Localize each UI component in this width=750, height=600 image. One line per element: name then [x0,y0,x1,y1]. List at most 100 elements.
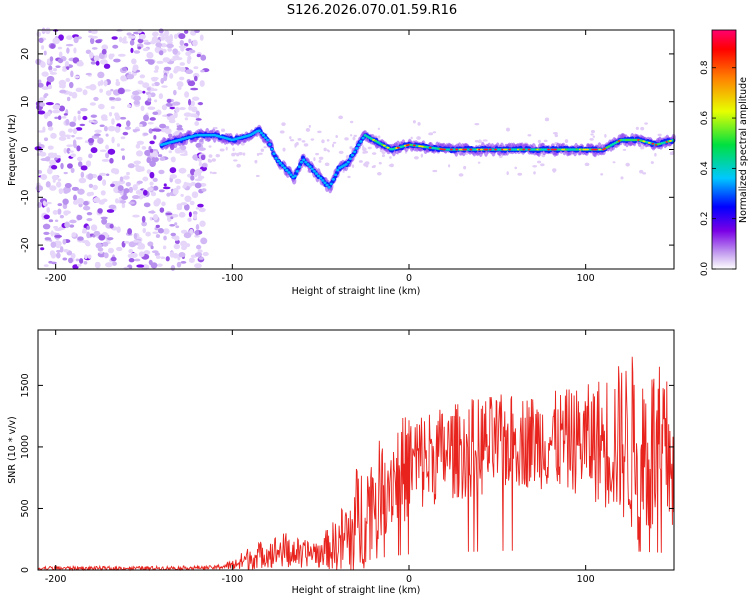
track-mid [268,143,272,146]
snr-frame [37,329,675,571]
noise-blob [192,210,198,216]
noise-blob [52,178,56,183]
noise-blob [133,232,138,240]
track-mid [280,164,285,167]
noise-blob [289,136,292,140]
noise-blob [187,80,196,87]
noise-blob [642,172,647,175]
noise-blob [157,154,163,158]
noise-blob [123,89,131,92]
noise-blob [59,89,67,94]
track-mid [299,160,304,164]
noise-blob [141,221,147,227]
noise-blob [126,171,130,176]
noise-blob [58,105,66,112]
noise-blob [654,152,657,157]
noise-blob [178,252,186,258]
noise-blob [50,132,57,139]
noise-blob [389,163,394,168]
noise-blob [188,257,195,263]
noise-blob [116,226,121,233]
noise-blob [133,50,141,54]
noise-blob [138,251,145,258]
noise-blob [417,121,421,126]
track-peak [494,148,498,151]
track-mid [302,158,306,162]
snr-xlabel: Height of straight line (km) [292,585,421,596]
noise-blob [132,214,140,218]
noise-blob [324,162,330,167]
x-tick-label: -100 [222,273,244,284]
noise-blob [117,53,126,57]
noise-blob [183,181,188,189]
track-peak [607,145,611,148]
noise-blob [137,38,144,44]
noise-blob [194,121,200,127]
noise-blob [57,178,62,182]
noise-blob [86,211,93,216]
noise-blob [133,100,141,105]
noise-blob [179,39,185,46]
noise-blob [194,182,202,189]
noise-blob [77,110,81,115]
noise-blob [208,154,213,158]
noise-blob [160,77,165,84]
noise-blob [448,164,451,168]
noise-blob [120,136,126,140]
spectrogram-y-axis: -20 -10 0 10 20 [20,48,674,253]
noise-blob [76,197,84,205]
noise-blob [200,54,207,61]
track-mid [355,147,359,150]
track-mid [283,166,287,170]
noise-blob [193,75,198,82]
noise-blob [176,127,184,131]
noise-blob [176,261,182,268]
noise-blob [412,120,416,124]
noise-blob [358,160,363,163]
noise-blob [98,103,105,110]
noise-blob [130,47,134,54]
track-mid [316,174,321,178]
noise-blob [122,175,130,180]
noise-blob [170,58,177,62]
noise-blob [110,183,115,188]
noise-blob [82,89,88,96]
noise-blob [43,50,47,56]
track-mid [259,131,263,135]
noise-blob [169,34,174,41]
noise-blob [124,126,131,130]
noise-blob [49,56,54,62]
noise-blob [188,98,192,106]
noise-blob [92,196,101,204]
noise-blob [353,134,357,138]
noise-blob [68,91,73,97]
noise-blob [57,208,62,215]
noise-blob [77,114,81,121]
noise-blob [389,156,392,159]
noise-blob [194,154,198,162]
noise-blob [76,214,83,221]
track-peak [585,148,589,151]
noise-blob [173,89,177,96]
noise-blob [110,168,118,174]
noise-blob [344,137,349,141]
noise-blob [95,39,102,44]
noise-blob [117,87,125,95]
noise-blob [128,186,134,193]
noise-blob [179,145,187,151]
spectrogram-xlabel: Height of straight line (km) [292,286,421,297]
noise-blob [76,156,83,162]
noise-blob [260,148,265,152]
noise-blob [161,85,168,88]
noise-blob [161,104,168,111]
noise-blob [533,171,536,175]
noise-blob [103,80,108,87]
noise-blob [172,101,181,106]
noise-blob [201,188,207,192]
noise-blob [62,257,68,261]
track-mid [287,171,291,174]
noise-blob [148,128,153,134]
track-mid [314,172,319,175]
noise-blob [122,131,129,136]
noise-blob [93,133,101,137]
